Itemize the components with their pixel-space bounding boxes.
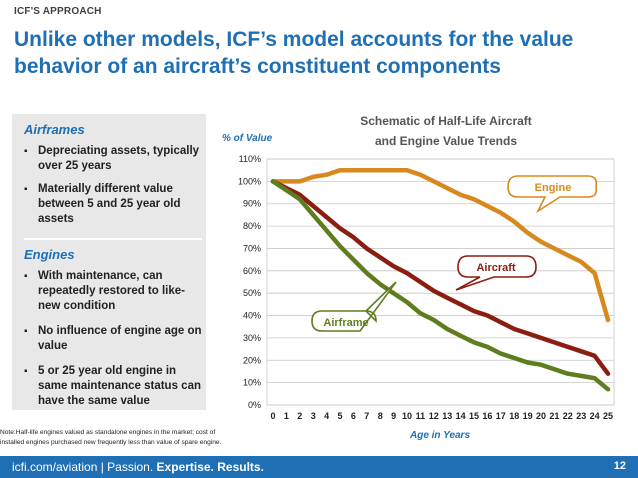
x-tick-label: 6 (351, 411, 356, 421)
bullet-icon: ▪ (24, 366, 28, 377)
sidebar-divider (24, 238, 202, 240)
x-tick-label: 22 (563, 411, 573, 421)
x-tick-label: 4 (324, 411, 329, 421)
footnote: Note:Half-life engines valued as standal… (0, 428, 300, 448)
x-tick-labels: 0 1 2 3 4 5 6 7 8 9 10 11 12 13 14 15 16 17 18 19 20 21 22 23 24… (270, 411, 613, 421)
chart-title-line-2: and Engine Value Trends (375, 134, 517, 148)
bullet-icon: ▪ (24, 326, 28, 337)
airframes-item-2-text: Materially different value between 5 and… (38, 183, 181, 225)
airframes-item-1-text: Depreciating assets, typically over 25 y… (38, 145, 200, 172)
y-tick-label: 80% (243, 221, 261, 231)
series-line-aircraft (270, 179, 611, 376)
footer-brand: icfi.com/aviation | Passion. Expertise. … (12, 460, 264, 474)
x-tick-label: 21 (549, 411, 559, 421)
engines-item-2-text: No influence of engine age on value (38, 325, 202, 352)
footer-site-link[interactable]: icfi.com/aviation (12, 460, 98, 474)
x-axis-label: Age in Years (409, 430, 470, 441)
engines-item-3: ▪ 5 or 25 year old engine in same mainte… (24, 364, 202, 409)
x-tick-label: 14 (456, 411, 466, 421)
aircraft-callout-bubble (455, 255, 537, 291)
x-tick-label: 18 (509, 411, 519, 421)
section-kicker: ICF'S APPROACH (14, 6, 102, 17)
x-tick-label: 8 (378, 411, 383, 421)
x-tick-label: 5 (337, 411, 342, 421)
chart-title-line-1: Schematic of Half-Life Aircraft (360, 114, 532, 128)
y-tick-label: 90% (243, 199, 261, 209)
engines-item-1-text: With maintenance, can repeatedly restore… (38, 270, 185, 312)
x-tick-label: 11 (416, 411, 426, 421)
x-tick-label: 23 (576, 411, 586, 421)
airframe-callout-label: Airframe (323, 317, 368, 329)
series-line-airframe (270, 179, 611, 392)
footer-separator: | Passion. (97, 460, 157, 474)
footer-tagline: Expertise. Results. (156, 460, 264, 474)
y-tick-label: 10% (243, 378, 261, 388)
engines-item-3-text: 5 or 25 year old engine in same maintena… (38, 365, 201, 407)
footer-bar: icfi.com/aviation | Passion. Expertise. … (0, 456, 638, 478)
aircraft-callout-label: Aircraft (476, 262, 515, 274)
x-tick-label: 16 (482, 411, 492, 421)
y-tick-labels: 0% 10% 20% 30% 40% 50% 60% 70% 80% 90% 100% 110% (238, 154, 261, 410)
x-tick-label: 9 (391, 411, 396, 421)
page-title: Unlike other models, ICF’s model account… (14, 26, 624, 80)
footnote-line-2: installed engines purchased new frequent… (0, 439, 222, 446)
airframes-item-1: ▪ Depreciating assets, typically over 25… (24, 144, 202, 174)
x-tick-label: 3 (311, 411, 316, 421)
page-title-line-2: behavior of an aircraft’s constituent co… (14, 55, 501, 78)
x-tick-label: 25 (603, 411, 613, 421)
y-tick-label: 30% (243, 333, 261, 343)
engine-callout-bubble (507, 175, 598, 214)
y-tick-label: 40% (243, 311, 261, 321)
x-tick-label: 7 (364, 411, 369, 421)
x-tick-label: 12 (429, 411, 439, 421)
x-tick-label: 19 (523, 411, 533, 421)
page-title-line-1: Unlike other models, ICF’s model account… (14, 28, 574, 51)
engines-item-2: ▪ No influence of engine age on value (24, 324, 202, 354)
chart-series (270, 167, 611, 392)
bullet-icon: ▪ (24, 184, 28, 195)
footnote-line-1: Note:Half-life engines valued as standal… (0, 429, 216, 436)
y-tick-label: 100% (238, 176, 261, 186)
x-tick-label: 15 (469, 411, 479, 421)
x-tick-label: 10 (402, 411, 412, 421)
y-tick-label: 110% (239, 154, 261, 164)
airframes-item-2: ▪ Materially different value between 5 a… (24, 182, 202, 227)
x-tick-label: 1 (284, 411, 289, 421)
x-tick-label: 0 (270, 411, 275, 421)
bullet-icon: ▪ (24, 271, 28, 282)
sidebar-panel: Airframes ▪ Depreciating assets, typical… (12, 114, 206, 410)
bullet-icon: ▪ (24, 146, 28, 157)
y-tick-label: 0% (248, 400, 261, 410)
x-tick-label: 13 (442, 411, 452, 421)
x-tick-label: 24 (590, 411, 600, 421)
engines-item-1: ▪ With maintenance, can repeatedly resto… (24, 269, 202, 314)
x-tick-label: 2 (297, 411, 302, 421)
y-tick-label: 20% (243, 355, 261, 365)
y-tick-label: 70% (243, 243, 261, 253)
engines-heading: Engines (24, 247, 75, 262)
y-axis-label: % of Value (222, 133, 273, 144)
page-number: 12 (613, 460, 626, 472)
x-tick-label: 20 (536, 411, 546, 421)
y-tick-label: 50% (243, 288, 261, 298)
airframes-heading: Airframes (24, 122, 85, 137)
x-tick-label: 17 (496, 411, 506, 421)
y-tick-label: 60% (243, 266, 261, 276)
series-line-engine (270, 167, 611, 323)
airframe-callout-bubble (311, 281, 397, 332)
engine-callout-label: Engine (535, 182, 572, 194)
